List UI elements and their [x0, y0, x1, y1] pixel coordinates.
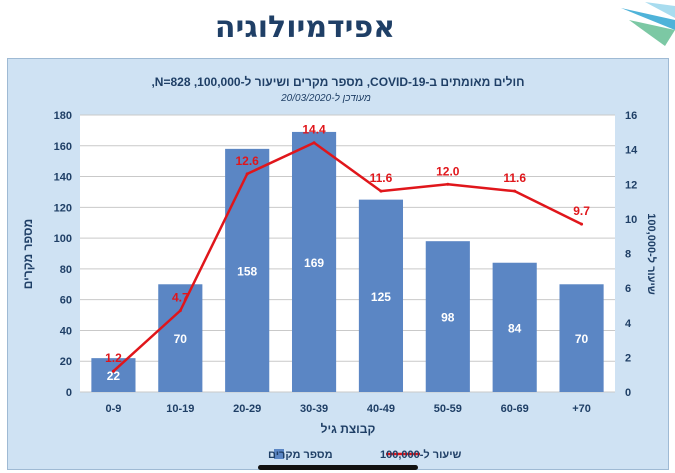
bar [91, 358, 136, 392]
legend-line-label: שיעור ל-100,000 [380, 448, 462, 461]
y2-tick-label: 8 [625, 249, 631, 261]
bar-value-label: 125 [371, 290, 391, 304]
y-tick-label: 60 [60, 295, 72, 307]
bar [559, 284, 604, 392]
y-axis-label: מספר מקרים [21, 219, 35, 289]
legend: שיעור ל-100,000 מספר מקרים [268, 448, 462, 461]
rate-line [112, 141, 583, 373]
chart-subtitle: מעודכן ל-20/03/2020 [280, 92, 371, 104]
rate-value-label: 12.6 [236, 154, 260, 168]
rate-series: 1.2 4.7 12.6 14.4 11.6 12.0 11.6 9.7 [105, 123, 590, 373]
y-axis-right: 0 2 4 6 8 10 12 14 16 [625, 110, 638, 399]
rate-point [312, 141, 316, 145]
rate-point [379, 189, 383, 193]
chart-panel: חולים מאומתים ב-COVID-19, מספר מקרים ושי… [7, 58, 669, 470]
rate-value-label: 1.2 [105, 351, 122, 365]
bar [158, 284, 203, 392]
y-tick-label: 80 [60, 264, 72, 276]
rate-value-label: 11.6 [503, 171, 526, 185]
bar-value-label: 84 [508, 321, 522, 335]
y2-tick-label: 14 [625, 145, 638, 157]
x-axis: 0-9 10-19 20-29 30-39 40-49 50-59 60-69 +70 [105, 403, 590, 415]
x-tick-label: 30-39 [300, 403, 328, 415]
rate-point [446, 182, 450, 186]
home-indicator[interactable] [258, 465, 418, 470]
bar-series: 22 70 158 169 125 98 84 70 [91, 131, 604, 392]
chart-title: חולים מאומתים ב-COVID-19, מספר מקרים ושי… [151, 75, 524, 89]
y2-tick-label: 10 [625, 214, 637, 226]
x-tick-label: 0-9 [105, 403, 121, 415]
y-tick-label: 40 [60, 325, 72, 337]
x-tick-label: 50-59 [434, 403, 462, 415]
bar-value-label: 98 [441, 311, 455, 325]
x-tick-label: 60-69 [501, 403, 529, 415]
y2-axis-label: שיעור ל-100,000 [645, 213, 658, 295]
y-tick-label: 0 [66, 387, 72, 399]
y2-tick-label: 16 [625, 110, 637, 122]
y-tick-label: 160 [54, 141, 72, 153]
x-tick-label: 40-49 [367, 403, 395, 415]
rate-value-label: 9.7 [573, 204, 590, 218]
y-tick-label: 20 [60, 356, 72, 368]
logo-icon [621, 2, 675, 46]
rate-point [580, 222, 584, 226]
bar [358, 199, 404, 392]
y2-tick-label: 2 [625, 352, 631, 364]
slide-title: אפידמיולוגיה [214, 10, 396, 45]
rate-point [513, 189, 517, 193]
bar [225, 148, 270, 392]
y-axis-left: 0 20 40 60 80 100 120 140 160 180 [54, 110, 72, 399]
rate-value-label: 12.0 [436, 164, 460, 178]
rate-value-label: 14.4 [302, 123, 326, 137]
y2-tick-label: 12 [625, 179, 637, 191]
y2-tick-label: 6 [625, 283, 631, 295]
y2-tick-label: 0 [625, 387, 631, 399]
x-tick-label: 20-29 [233, 403, 261, 415]
x-tick-label: 10-19 [166, 403, 194, 415]
bar-value-label: 22 [107, 369, 121, 383]
rate-value-label: 11.6 [370, 171, 393, 185]
legend-bar-label: מספר מקרים [268, 449, 333, 461]
bar [291, 131, 337, 392]
y-tick-label: 100 [54, 233, 72, 245]
rate-point [245, 172, 249, 176]
y-tick-label: 140 [54, 172, 72, 184]
y2-tick-label: 4 [625, 318, 632, 330]
rate-point [178, 309, 182, 313]
rate-point [111, 369, 115, 373]
bar-value-label: 158 [237, 264, 257, 278]
bar-value-label: 169 [304, 256, 324, 270]
y-tick-label: 180 [54, 110, 72, 122]
x-tick-label: +70 [572, 403, 591, 415]
bar [425, 241, 470, 392]
bar-value-label: 70 [575, 332, 589, 346]
y-tick-label: 120 [54, 202, 72, 214]
x-axis-label: קבוצת גיל [321, 422, 376, 436]
bar [492, 262, 537, 392]
bar-value-label: 70 [174, 332, 188, 346]
chart: חולים מאומתים ב-COVID-19, מספר מקרים ושי… [21, 75, 658, 461]
legend-bar-swatch [274, 449, 284, 459]
rate-value-label: 4.7 [172, 291, 189, 305]
